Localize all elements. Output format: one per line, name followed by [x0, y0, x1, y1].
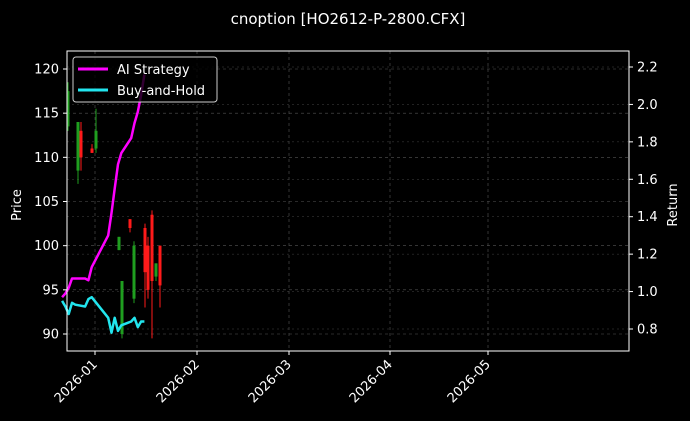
y2-tick-label: 1.4 [637, 210, 658, 225]
candle-body [76, 122, 80, 171]
y-tick-label: 115 [34, 107, 59, 122]
chart-title: cnoption [HO2612-P-2800.CFX] [231, 10, 466, 28]
y-tick-label: 105 [34, 195, 59, 210]
series-line-buy-and-hold [61, 295, 145, 334]
y-tick-label: 100 [34, 239, 59, 254]
x-tick-label: 2026-01 [52, 357, 101, 406]
y2-tick-label: 2.2 [637, 61, 658, 76]
candle-body [146, 245, 150, 290]
y2-axis-label: Return [666, 183, 681, 226]
candle-body [158, 245, 162, 286]
x-tick-label: 2026-02 [154, 357, 203, 406]
y-tick-label: 90 [42, 328, 59, 343]
y-tick-label: 110 [34, 151, 59, 166]
candles [66, 82, 162, 339]
candle-body [117, 236, 121, 251]
legend: AI Strategy Buy-and-Hold [72, 56, 218, 103]
legend-label-buy-and-hold: Buy-and-Hold [117, 84, 205, 99]
candle-body [150, 214, 154, 281]
x-tick-label: 2026-04 [347, 357, 396, 406]
y2-tick-label: 0.8 [637, 323, 658, 338]
legend-label-ai-strategy: AI Strategy [117, 63, 190, 78]
y-axis-label: Price [10, 189, 25, 221]
candle-body [143, 228, 147, 273]
series-line-ai-strategy [61, 74, 146, 299]
candle-body [120, 281, 124, 334]
candle-body [66, 91, 70, 127]
y2-tick-label: 1.8 [637, 135, 658, 150]
candle-body [94, 130, 98, 149]
candle-body [154, 263, 158, 277]
y-axis-right: 0.8 1.0 1.2 1.4 1.6 1.8 2.0 2.2 [629, 61, 658, 338]
candle-body [79, 130, 83, 158]
candle-body [132, 245, 136, 299]
y-axis-left: 90 95 100 105 110 115 120 [34, 63, 67, 343]
y-tick-label: 95 [42, 283, 59, 298]
y-tick-label: 120 [34, 63, 59, 78]
y2-tick-label: 2.0 [637, 98, 658, 113]
x-axis: 2026-01 2026-02 2026-03 2026-04 2026-05 [52, 351, 494, 406]
x-tick-label: 2026-03 [246, 357, 295, 406]
candle-body [128, 219, 132, 228]
candle-body [90, 148, 94, 153]
x-tick-label: 2026-05 [445, 357, 494, 406]
y2-tick-label: 1.0 [637, 285, 658, 300]
y2-tick-label: 1.6 [637, 173, 658, 188]
y2-tick-label: 1.2 [637, 248, 658, 263]
series-lines [61, 74, 146, 334]
